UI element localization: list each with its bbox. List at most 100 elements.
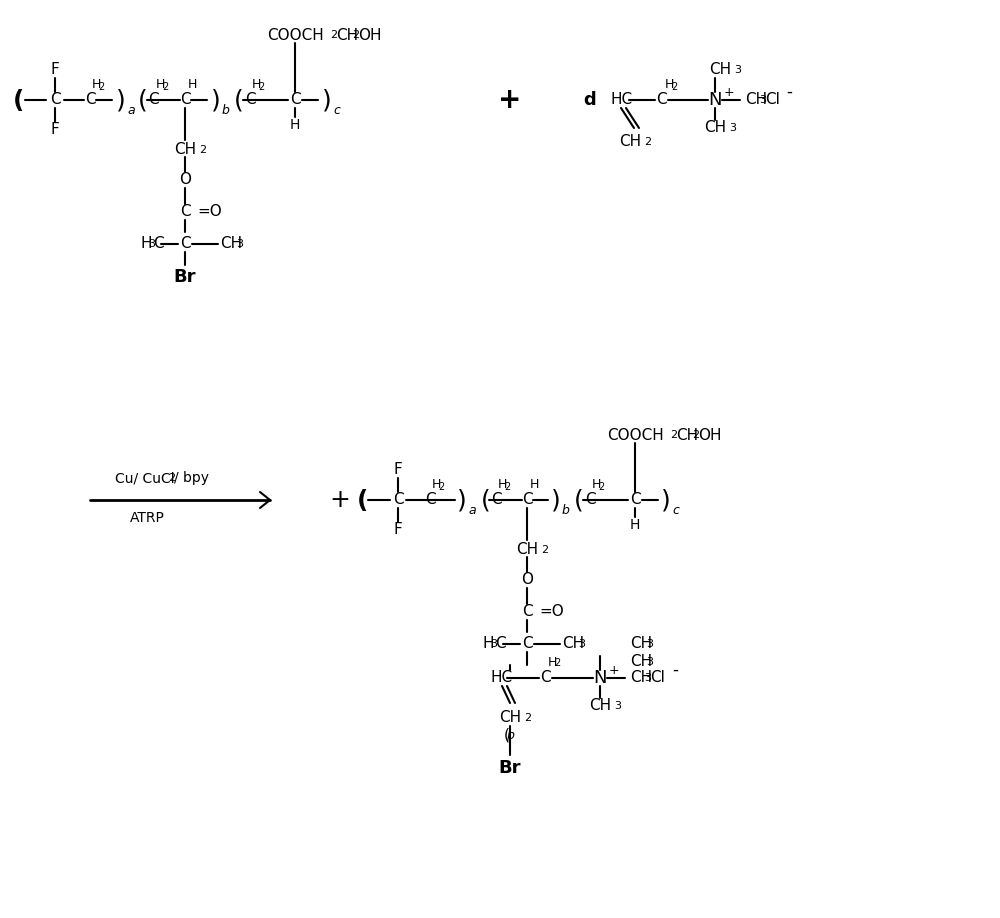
Text: F: F xyxy=(51,122,59,138)
Text: 2: 2 xyxy=(258,82,264,92)
Text: 2: 2 xyxy=(524,713,531,723)
Text: 2: 2 xyxy=(541,545,548,555)
Text: CH: CH xyxy=(499,711,521,725)
Text: CH: CH xyxy=(745,93,767,107)
Text: 3: 3 xyxy=(614,701,621,711)
Text: / bpy: / bpy xyxy=(174,471,209,485)
Text: $\boldsymbol{(}$: $\boldsymbol{(}$ xyxy=(12,87,24,113)
Text: H: H xyxy=(140,237,152,252)
Text: Cl: Cl xyxy=(650,670,665,686)
Text: H: H xyxy=(188,79,197,92)
Text: a: a xyxy=(127,104,135,117)
Text: C: C xyxy=(656,93,666,107)
Text: c: c xyxy=(333,104,340,117)
Text: C: C xyxy=(290,93,300,107)
Text: 3: 3 xyxy=(729,123,736,133)
Text: OH: OH xyxy=(698,428,722,442)
Text: 3: 3 xyxy=(236,239,243,249)
Text: b: b xyxy=(562,503,570,517)
Text: Br: Br xyxy=(499,759,521,777)
Text: H: H xyxy=(156,79,165,92)
Text: H: H xyxy=(630,518,640,532)
Text: d: d xyxy=(583,91,596,109)
Text: $)$: $)$ xyxy=(115,87,125,113)
Text: $)$: $)$ xyxy=(321,87,331,113)
Text: C: C xyxy=(180,237,190,252)
Text: H: H xyxy=(530,478,539,491)
Text: O: O xyxy=(179,173,191,187)
Text: 2: 2 xyxy=(199,145,206,155)
Text: N: N xyxy=(708,91,722,109)
Text: CH: CH xyxy=(516,543,538,557)
Text: C: C xyxy=(85,93,95,107)
Text: CH: CH xyxy=(589,699,611,713)
Text: CH: CH xyxy=(630,670,652,686)
Text: b: b xyxy=(222,104,230,117)
Text: C: C xyxy=(245,93,255,107)
Text: F: F xyxy=(51,62,59,77)
Text: C: C xyxy=(393,492,403,508)
Text: $)$: $)$ xyxy=(550,487,560,513)
Text: H: H xyxy=(498,478,507,491)
Text: Cl: Cl xyxy=(765,93,780,107)
Text: $)$: $)$ xyxy=(210,87,220,113)
Text: C: C xyxy=(495,636,506,652)
Text: CH: CH xyxy=(562,636,584,652)
Text: C: C xyxy=(148,93,158,107)
Text: +: + xyxy=(609,664,620,677)
Text: 2: 2 xyxy=(352,30,359,40)
Text: =O: =O xyxy=(539,604,564,620)
Text: 3: 3 xyxy=(734,65,741,75)
Text: H: H xyxy=(252,79,261,92)
Text: COOCH: COOCH xyxy=(267,28,323,42)
Text: Cu/ CuCl: Cu/ CuCl xyxy=(115,471,175,485)
Text: CH: CH xyxy=(709,62,731,77)
Text: 2: 2 xyxy=(554,658,560,668)
Text: CH: CH xyxy=(220,237,242,252)
Text: (: ( xyxy=(504,727,510,743)
Text: $\boldsymbol{(}$: $\boldsymbol{(}$ xyxy=(356,487,368,513)
Text: H: H xyxy=(92,79,101,92)
Text: +: + xyxy=(330,488,350,512)
Text: 2: 2 xyxy=(692,430,699,440)
Text: C: C xyxy=(50,93,60,107)
Text: 2: 2 xyxy=(504,482,510,492)
Text: COOCH: COOCH xyxy=(607,428,663,442)
Text: 2: 2 xyxy=(162,82,168,92)
Text: OH: OH xyxy=(358,28,382,42)
Text: C: C xyxy=(491,492,501,508)
Text: 3: 3 xyxy=(578,639,585,649)
Text: F: F xyxy=(394,522,402,538)
Text: CH: CH xyxy=(619,135,641,150)
Text: C: C xyxy=(522,492,532,508)
Text: 3: 3 xyxy=(148,239,155,249)
Text: H: H xyxy=(665,79,674,92)
Text: $($: $($ xyxy=(480,487,490,513)
Text: 2: 2 xyxy=(670,430,677,440)
Text: +: + xyxy=(498,86,522,114)
Text: HC: HC xyxy=(490,670,512,686)
Text: 2: 2 xyxy=(98,82,104,92)
Text: H: H xyxy=(482,636,494,652)
Text: H: H xyxy=(592,478,601,491)
Text: C: C xyxy=(522,604,532,620)
Text: C: C xyxy=(425,492,435,508)
Text: $($: $($ xyxy=(233,87,243,113)
Text: HC: HC xyxy=(610,93,632,107)
Text: C: C xyxy=(153,237,164,252)
Text: C: C xyxy=(522,636,532,652)
Text: C: C xyxy=(630,492,640,508)
Text: +: + xyxy=(724,85,735,98)
Text: 3: 3 xyxy=(759,95,766,105)
Text: Br: Br xyxy=(174,268,196,286)
Text: 3: 3 xyxy=(644,673,651,683)
Text: $)$: $)$ xyxy=(456,487,466,513)
Text: ATRP: ATRP xyxy=(130,511,165,525)
Text: 2: 2 xyxy=(330,30,337,40)
Text: -: - xyxy=(786,83,792,101)
Text: CH: CH xyxy=(676,428,698,442)
Text: p: p xyxy=(506,729,514,742)
Text: N: N xyxy=(593,669,607,687)
Text: 2: 2 xyxy=(438,482,444,492)
Text: C: C xyxy=(540,670,550,686)
